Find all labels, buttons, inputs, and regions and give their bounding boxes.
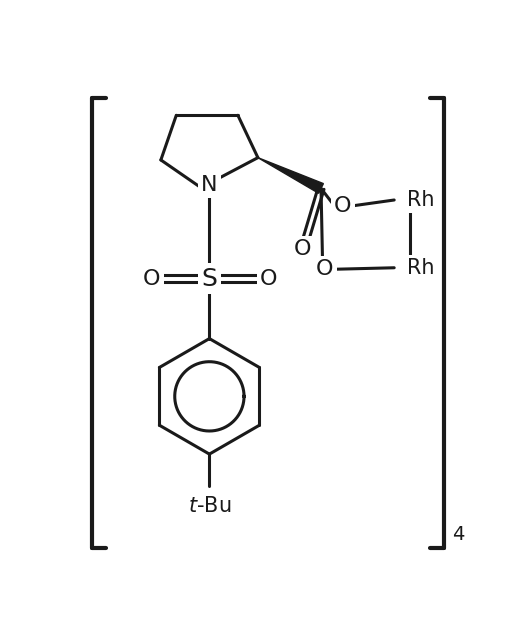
- Text: O: O: [294, 239, 311, 259]
- Text: Rh: Rh: [407, 258, 434, 278]
- Text: O: O: [260, 269, 277, 289]
- Text: $t$-Bu: $t$-Bu: [188, 497, 231, 516]
- Text: O: O: [334, 196, 351, 216]
- Text: S: S: [202, 266, 217, 291]
- Text: O: O: [316, 259, 334, 279]
- Text: O: O: [143, 269, 161, 289]
- Polygon shape: [258, 157, 323, 193]
- Text: Rh: Rh: [407, 190, 434, 210]
- Text: N: N: [201, 175, 218, 195]
- Text: 4: 4: [452, 525, 464, 545]
